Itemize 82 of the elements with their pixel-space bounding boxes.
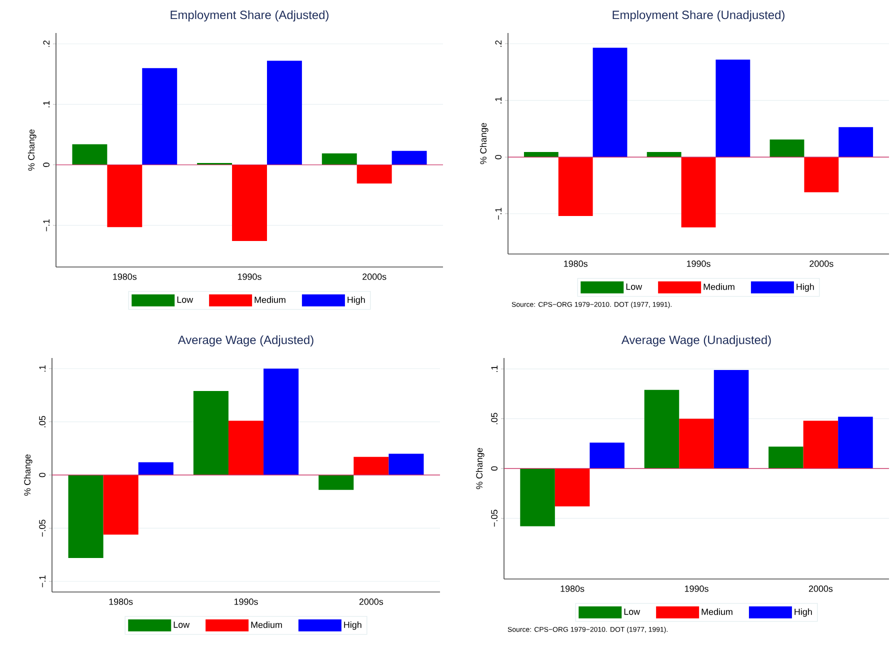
legend-label: Medium <box>251 621 282 628</box>
legend-label: Low <box>626 284 642 290</box>
bar <box>388 454 424 475</box>
y-tick-label: .1 <box>491 366 498 372</box>
y-tick-label: −.1 <box>39 575 46 588</box>
x-tick-label: 2000s <box>810 260 834 267</box>
bar <box>228 420 264 475</box>
bar <box>322 153 357 165</box>
y-axis-title: % Change <box>28 129 36 171</box>
y-tick-label: 0 <box>39 472 46 478</box>
legend-label: Medium <box>254 296 286 303</box>
bar <box>232 164 267 241</box>
y-tick-label: 0 <box>43 162 50 167</box>
bar <box>68 475 104 558</box>
y-tick-label: −.1 <box>495 208 502 220</box>
legend-label: Low <box>177 296 194 303</box>
x-tick-label: 2000s <box>362 274 386 280</box>
legend-label: Medium <box>704 283 734 290</box>
y-tick-label: .1 <box>39 365 46 372</box>
chart-title: Employment Share (Adjusted) <box>170 10 328 22</box>
y-tick-label: −.1 <box>43 219 50 232</box>
bar <box>644 390 680 468</box>
bar <box>107 164 142 228</box>
y-tick-label: .1 <box>495 97 502 104</box>
bar <box>72 144 108 165</box>
bar <box>716 60 750 158</box>
x-tick-label: 2000s <box>808 586 833 592</box>
legend-label: High <box>794 608 812 617</box>
bar <box>356 164 392 184</box>
bar <box>681 157 716 228</box>
bar <box>554 468 590 506</box>
x-tick-label: 1980s <box>113 274 137 280</box>
bar <box>838 127 874 158</box>
bar <box>803 420 838 468</box>
bar <box>590 442 624 468</box>
bar <box>264 368 299 475</box>
bar <box>142 68 178 165</box>
x-tick-label: 1980s <box>109 598 133 605</box>
bar <box>558 157 593 216</box>
y-tick-label: .2 <box>43 40 50 47</box>
bar <box>679 418 714 468</box>
x-tick-label: 1980s <box>564 260 588 267</box>
bar <box>138 462 174 475</box>
bar <box>520 468 555 526</box>
legend-label: Low <box>624 608 640 615</box>
bar <box>770 140 804 158</box>
x-tick-label: 1990s <box>234 598 258 605</box>
legend-label: Medium <box>702 608 732 615</box>
legend-label: High <box>344 621 362 630</box>
legend-label: High <box>348 296 365 305</box>
bar <box>804 157 839 192</box>
bar <box>318 475 354 490</box>
bar <box>354 456 389 475</box>
y-tick-label: .05 <box>39 416 46 428</box>
x-tick-label: 1990s <box>238 274 262 280</box>
x-tick-label: 1980s <box>560 586 584 592</box>
y-axis-title: % Change <box>24 454 32 496</box>
y-axis-title: % Change <box>476 448 484 490</box>
bar <box>103 475 138 535</box>
y-axis-title: % Change <box>480 122 488 164</box>
y-tick-label: .05 <box>491 412 498 424</box>
y-tick-label: −.05 <box>491 510 498 527</box>
y-tick-label: 0 <box>491 466 498 471</box>
chart-title: Average Wage (Adjusted) <box>178 335 314 347</box>
legend-label: Low <box>174 622 190 628</box>
chart-title: Employment Share (Unadjusted) <box>612 10 784 22</box>
legend-label: High <box>796 283 814 292</box>
bar <box>392 150 427 165</box>
bar <box>714 370 749 468</box>
y-tick-label: 0 <box>495 154 502 160</box>
y-tick-label: .1 <box>43 101 50 108</box>
y-tick-label: −.05 <box>39 520 46 537</box>
x-tick-label: 2000s <box>359 598 384 605</box>
bar <box>768 446 804 468</box>
y-tick-label: .2 <box>495 40 502 47</box>
bar <box>838 416 873 468</box>
bar <box>193 390 228 475</box>
bar <box>592 48 628 158</box>
bar <box>266 60 302 165</box>
x-tick-label: 1990s <box>684 586 708 592</box>
x-tick-label: 1990s <box>686 260 710 267</box>
chart-title: Average Wage (Unadjusted) <box>621 335 771 347</box>
